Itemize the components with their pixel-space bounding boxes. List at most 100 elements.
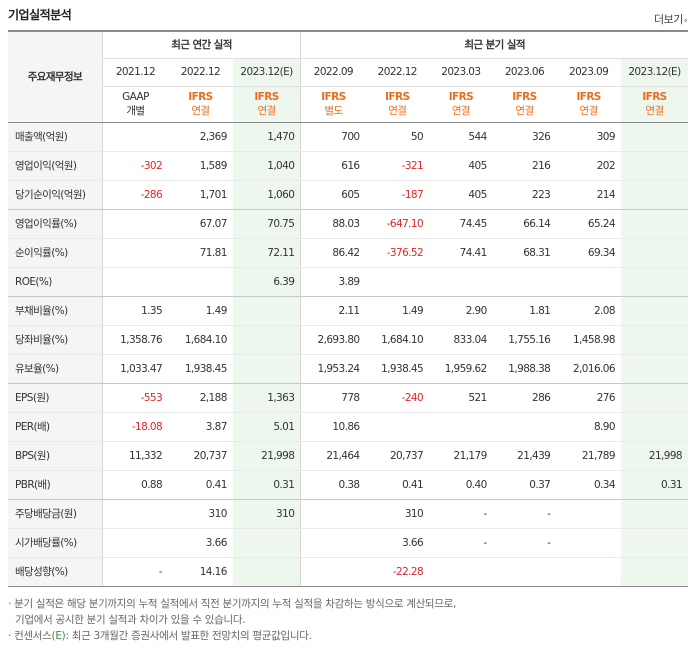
table-cell: - bbox=[492, 499, 557, 529]
table-row: PBR(배) 0.88 0.41 0.31 0.38 0.41 0.40 0.37 0.34 0.… bbox=[8, 470, 688, 500]
account-standard-header: IFRS 연결 bbox=[232, 86, 302, 123]
table-cell bbox=[429, 267, 493, 297]
table-cell: 1,959.62 bbox=[429, 354, 493, 384]
table-cell bbox=[365, 267, 430, 297]
account-scope: 연결 bbox=[257, 105, 276, 117]
table-row: 부채비율(%) 1.35 1.49 2.11 1.49 2.90 1.81 2.08 bbox=[8, 296, 688, 326]
table-cell: 67.07 bbox=[168, 209, 233, 239]
table-cell: 8.90 bbox=[556, 412, 621, 442]
table-cell: 2.11 bbox=[300, 296, 366, 326]
more-label: 더보기 bbox=[654, 13, 683, 26]
table-cell: -286 bbox=[102, 180, 169, 210]
account-standard-header: IFRS 연결 bbox=[492, 86, 557, 123]
table-cell bbox=[102, 238, 169, 268]
table-cell: 1,684.10 bbox=[365, 325, 430, 355]
table-cell bbox=[556, 267, 621, 297]
table-cell: 2,188 bbox=[168, 383, 233, 413]
account-standard-header: IFRS 연결 bbox=[620, 86, 688, 123]
account-scope: 연결 bbox=[515, 105, 534, 117]
row-label: ROE(%) bbox=[8, 267, 103, 297]
table-cell bbox=[620, 238, 688, 268]
table-cell: 1.35 bbox=[102, 296, 169, 326]
table-cell: 21,789 bbox=[556, 441, 621, 471]
period-header: 2023.12(E) bbox=[232, 58, 302, 87]
table-row: 배당성향(%) -14.16 -22.28 bbox=[8, 557, 688, 587]
table-cell: 605 bbox=[300, 180, 366, 210]
table-cell: 1,060 bbox=[232, 180, 302, 210]
period-header: 2023.03 bbox=[429, 58, 493, 87]
table-cell: 71.81 bbox=[168, 238, 233, 268]
table-row: EPS(원) -553 2,188 1,363 778 -240 521 286 276 bbox=[8, 383, 688, 413]
row-label: 유보율(%) bbox=[8, 354, 103, 384]
table-cell bbox=[365, 412, 430, 442]
table-cell: 1,755.16 bbox=[492, 325, 557, 355]
table-cell: 21,179 bbox=[429, 441, 493, 471]
table-cell bbox=[620, 267, 688, 297]
account-standard-name: IFRS bbox=[642, 91, 667, 103]
table-cell: 21,998 bbox=[232, 441, 302, 471]
table-cell: 223 bbox=[492, 180, 557, 210]
table-cell bbox=[232, 557, 302, 587]
table-cell: 14.16 bbox=[168, 557, 233, 587]
footnote-consensus: · 컨센서스(E): 최근 3개월간 증권사에서 발표한 전망치의 평균값입니다… bbox=[8, 630, 312, 642]
table-row: 유보율(%) 1,033.47 1,938.45 1,953.24 1,938.45 1,… bbox=[8, 354, 688, 384]
account-scope: 연결 bbox=[191, 105, 210, 117]
table-cell: 616 bbox=[300, 151, 366, 181]
table-cell: 3.87 bbox=[168, 412, 233, 442]
account-standard-header: IFRS 별도 bbox=[300, 86, 366, 123]
account-standard-name: IFRS bbox=[254, 91, 279, 103]
row-label: EPS(원) bbox=[8, 383, 103, 413]
row-label: 영업이익률(%) bbox=[8, 209, 103, 239]
table-cell: 2,693.80 bbox=[300, 325, 366, 355]
table-cell bbox=[556, 528, 621, 558]
table-cell bbox=[232, 354, 302, 384]
table-cell: -553 bbox=[102, 383, 169, 413]
table-cell bbox=[168, 267, 233, 297]
table-cell bbox=[232, 528, 302, 558]
account-standard-name: IFRS bbox=[385, 91, 410, 103]
table-cell bbox=[102, 267, 169, 297]
table-cell: 833.04 bbox=[429, 325, 493, 355]
table-cell: 216 bbox=[492, 151, 557, 181]
table-cell: 2.90 bbox=[429, 296, 493, 326]
table-cell: 65.24 bbox=[556, 209, 621, 239]
table-cell: 11,332 bbox=[102, 441, 169, 471]
table-cell: 0.88 bbox=[102, 470, 169, 500]
table-cell bbox=[620, 383, 688, 413]
table-cell: 68.31 bbox=[492, 238, 557, 268]
table-cell: -187 bbox=[365, 180, 430, 210]
table-cell: 50 bbox=[365, 122, 430, 152]
table-cell bbox=[102, 499, 169, 529]
account-standard-header: IFRS 연결 bbox=[429, 86, 493, 123]
table-cell: 1,589 bbox=[168, 151, 233, 181]
table-cell bbox=[300, 528, 366, 558]
table-cell bbox=[620, 528, 688, 558]
account-standard-header: IFRS 연결 bbox=[556, 86, 621, 123]
table-cell: 74.41 bbox=[429, 238, 493, 268]
table-cell bbox=[620, 151, 688, 181]
table-cell: -302 bbox=[102, 151, 169, 181]
table-cell bbox=[620, 122, 688, 152]
more-link[interactable]: 더보기› bbox=[654, 11, 688, 27]
table-cell: 1.49 bbox=[168, 296, 233, 326]
table-cell: 286 bbox=[492, 383, 557, 413]
table-cell bbox=[620, 209, 688, 239]
account-scope: 연결 bbox=[451, 105, 471, 117]
table-row: 주당배당금(원) 310 310 310- - bbox=[8, 499, 688, 529]
table-cell: 521 bbox=[429, 383, 493, 413]
table-cell: 276 bbox=[556, 383, 621, 413]
table-cell bbox=[620, 180, 688, 210]
table-cell: 6.39 bbox=[232, 267, 302, 297]
table-cell: 1,470 bbox=[232, 122, 302, 152]
table-cell: 0.37 bbox=[492, 470, 557, 500]
table-cell: 0.31 bbox=[232, 470, 302, 500]
table-cell: - bbox=[102, 557, 169, 587]
table-cell: -647.10 bbox=[365, 209, 430, 239]
table-cell: -376.52 bbox=[365, 238, 430, 268]
table-cell: 86.42 bbox=[300, 238, 366, 268]
table-cell: 10.86 bbox=[300, 412, 366, 442]
table-cell: 2,016.06 bbox=[556, 354, 621, 384]
table-cell: 0.40 bbox=[429, 470, 493, 500]
row-label: 당기순이익(억원) bbox=[8, 180, 103, 210]
table-cell: 1,033.47 bbox=[102, 354, 169, 384]
